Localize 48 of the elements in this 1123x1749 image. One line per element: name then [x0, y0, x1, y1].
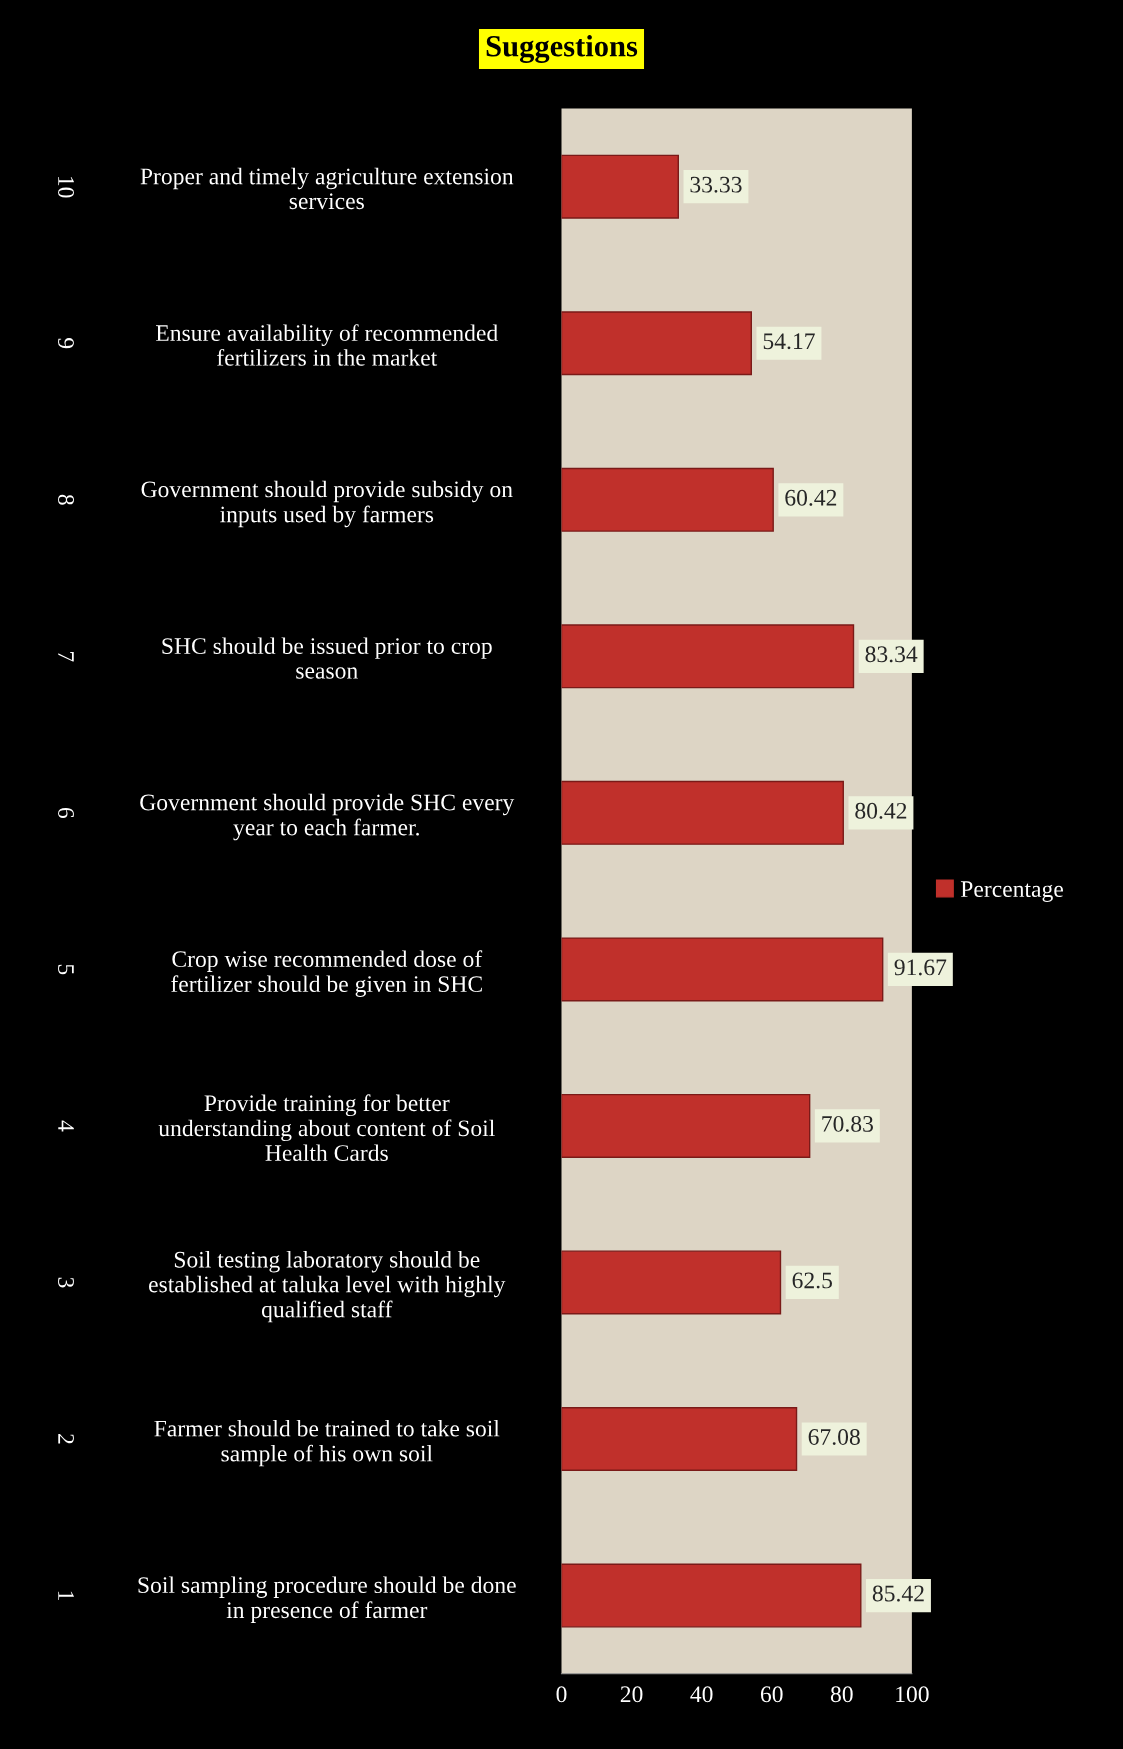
bar	[561, 1093, 811, 1158]
x-tick-label: 20	[620, 1686, 643, 1703]
data-label: 33.33	[690, 176, 742, 193]
x-tick-label: 80	[830, 1686, 853, 1703]
bar	[561, 624, 855, 689]
x-tick-label: 40	[690, 1686, 713, 1703]
y-tick-label: Soil sampling procedure should be done in presence of farmer	[138, 1576, 516, 1623]
data-label: 67.08	[808, 1428, 860, 1445]
bar	[561, 154, 679, 219]
data-label: 83.34	[865, 646, 918, 663]
x-tick-label: 100	[896, 1686, 929, 1703]
bar	[561, 1406, 798, 1471]
bar	[561, 780, 844, 845]
text: 6	[58, 807, 74, 819]
y-tick-label: Provide training for better understanding about content of Soil Health Cards	[158, 1094, 495, 1161]
text: 9	[58, 338, 74, 349]
x-tick-label: 60	[760, 1686, 783, 1703]
y-tick-label: Government should provide subsidy on inputs used by farmers	[141, 480, 513, 528]
bar	[561, 311, 752, 376]
text: 3	[58, 1277, 74, 1288]
y-tick-label: Ensure availability of recommended fertilizers in the market	[156, 324, 498, 366]
y-tick-label: Soil testing laboratory should be established at taluka level with highly qualified staff	[149, 1251, 506, 1323]
text: 2	[58, 1434, 74, 1444]
y-tick-label: SHC should be issued prior to crop season	[162, 637, 492, 679]
data-label: 70.83	[822, 1115, 873, 1132]
data-label: 80.42	[855, 802, 907, 819]
y-tick-label: Crop wise recommended dose of fertilizer should be given in SHC	[171, 950, 483, 997]
text: 4	[58, 1120, 74, 1132]
text: 1	[58, 1591, 74, 1601]
y-tick-label: Government should provide SHC every year to each farmer.	[140, 793, 515, 841]
bar	[561, 937, 884, 1002]
data-label: 60.42	[785, 489, 837, 506]
text: 8	[58, 494, 74, 505]
data-label: 85.42	[872, 1585, 924, 1602]
data-label: 62.5	[792, 1272, 832, 1289]
text: 7	[58, 651, 74, 662]
legend-label: Percentage	[960, 881, 1063, 902]
y-tick-label: Farmer should be trained to take soil sample of his own soil	[154, 1419, 500, 1467]
data-label: 54.17	[763, 333, 815, 350]
chart-title: Suggestions	[486, 35, 638, 63]
y-tick-label: Proper and timely agriculture extension services	[140, 167, 514, 210]
bar	[561, 1250, 782, 1315]
bar	[561, 1563, 862, 1628]
data-label: 91.67	[894, 959, 947, 976]
text: 10	[58, 176, 74, 198]
bar	[561, 467, 774, 532]
x-tick-label: 0	[556, 1686, 567, 1703]
text: 5	[58, 964, 74, 975]
